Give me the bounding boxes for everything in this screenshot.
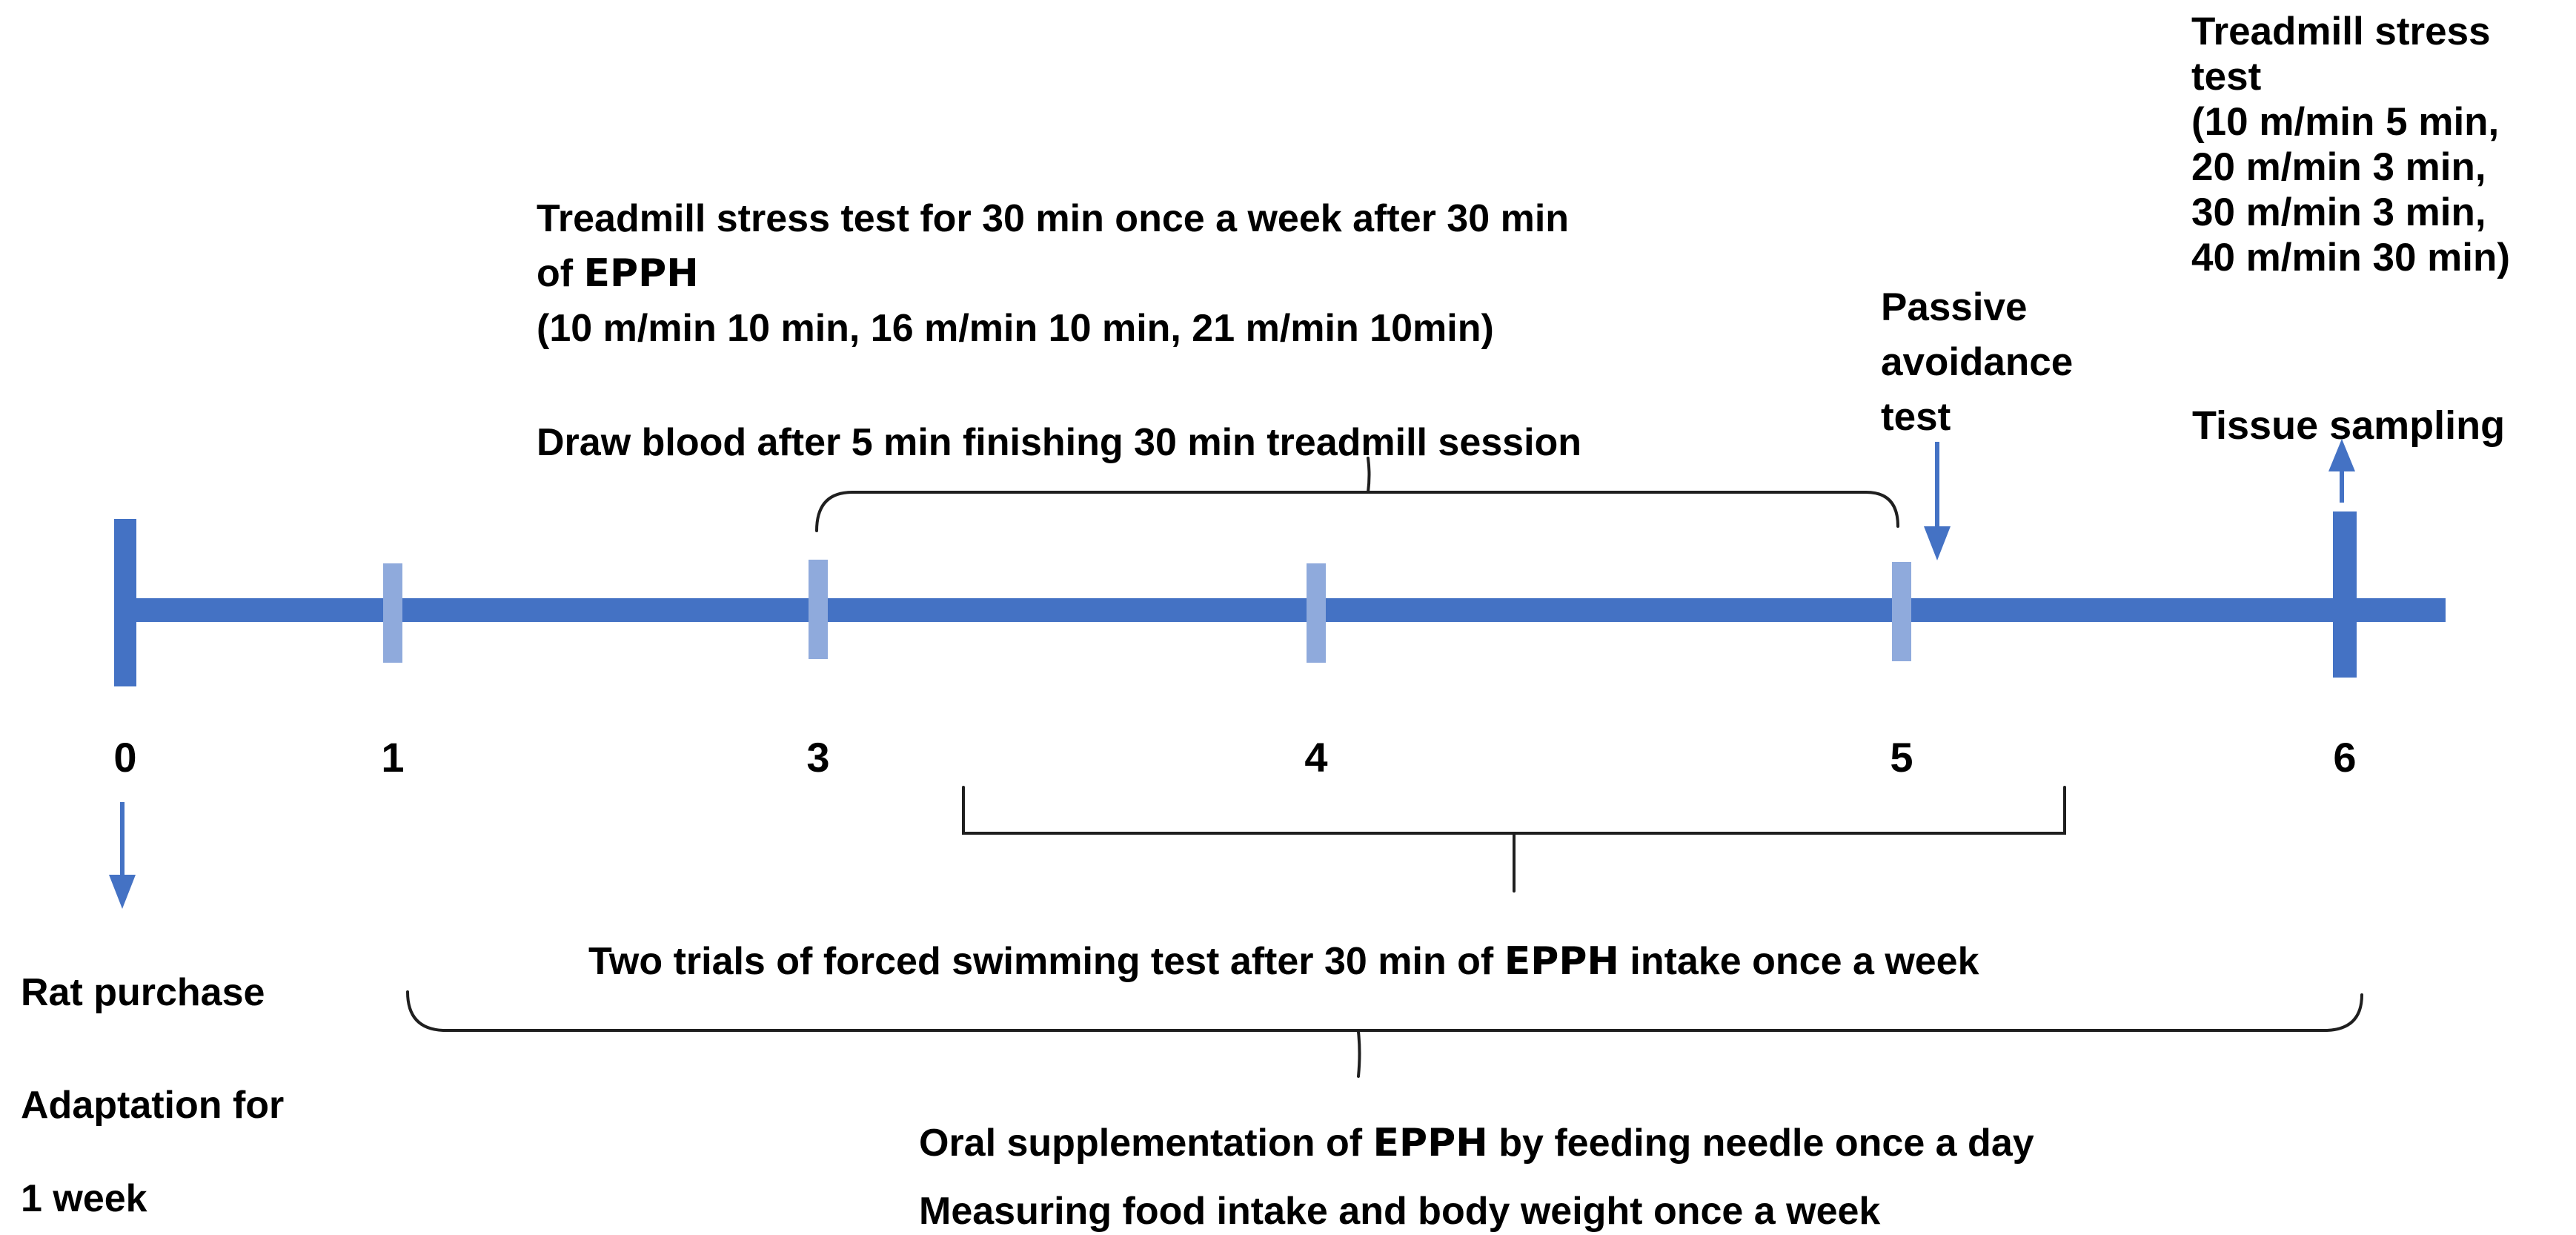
forced-swimming-prefix: Two trials of forced swimming test after… (588, 940, 1504, 983)
treadmill-final-line-3: (10 m/min 5 min, (2191, 100, 2500, 144)
tick-week-1 (383, 563, 402, 663)
forced-swimming-bracket (962, 786, 2066, 893)
tick-week-3 (809, 560, 828, 659)
treadmill-final-line-4: 20 m/min 3 min, (2191, 145, 2486, 189)
oral-supplementation-prefix: Oral supplementation of (919, 1122, 1373, 1165)
draw-blood-note: Draw blood after 5 min finishing 30 min … (537, 421, 1582, 464)
adaptation-line: Adaptation for (21, 1084, 285, 1127)
treadmill-final-line-5: 30 m/min 3 min, (2191, 191, 2486, 234)
oral-supplementation-bracket (406, 990, 2363, 1078)
passive-avoidance-line-2: avoidance (1881, 340, 2074, 384)
passive-avoidance-note: Passive avoidance test (1881, 280, 2073, 445)
treadmill-final-line-1: Treadmill stress (2191, 10, 2491, 53)
treadmill-weekly-line-2: of EPPH (537, 246, 1569, 301)
week-label-4: 4 (1304, 734, 1328, 781)
tick-week-4 (1307, 563, 1326, 663)
tissue-sampling-arrow (2328, 439, 2355, 503)
tick-week-6 (2333, 511, 2357, 678)
timeline-bar (115, 598, 2446, 622)
rat-purchase-arrow (109, 802, 136, 909)
epph-label: EPPH (1372, 1121, 1488, 1165)
forced-swimming-suffix: intake once a week (1619, 940, 1979, 983)
passive-avoidance-arrow (1924, 442, 1951, 560)
one-week-line: 1 week (21, 1177, 147, 1220)
treadmill-weekly-line-3: (10 m/min 10 min, 16 m/min 10 min, 21 m/… (537, 307, 1494, 350)
rat-purchase-line: Rat purchase (21, 971, 265, 1014)
week-label-0: 0 (113, 734, 137, 781)
epph-label: EPPH (1504, 939, 1619, 984)
passive-avoidance-line-3: test (1881, 395, 1951, 439)
week-label-6: 6 (2333, 734, 2357, 781)
oral-supplementation-line-1: Oral supplementation of EPPH by feeding … (919, 1109, 2034, 1177)
oral-supplementation-note: Oral supplementation of EPPH by feeding … (919, 1109, 2034, 1235)
treadmill-weekly-line-2-prefix: of (537, 252, 584, 295)
draw-blood-brace (815, 457, 1899, 532)
week-label-3: 3 (806, 734, 830, 781)
passive-avoidance-line-1: Passive (1881, 285, 2028, 329)
forced-swimming-note: Two trials of forced swimming test after… (588, 934, 1979, 989)
treadmill-weekly-note: Treadmill stress test for 30 min once a … (537, 191, 1569, 356)
treadmill-final-note: Treadmill stress test (10 m/min 5 min, 2… (2191, 9, 2510, 280)
tissue-sampling-note: Tissue sampling (2192, 403, 2506, 448)
treadmill-final-line-6: 40 m/min 30 min) (2191, 236, 2511, 279)
treadmill-final-line-2: test (2191, 55, 2262, 99)
oral-supplementation-suffix: by feeding needle once a day (1487, 1122, 2034, 1165)
week-label-1: 1 (381, 734, 405, 781)
treadmill-weekly-line-1: Treadmill stress test for 30 min once a … (537, 197, 1570, 240)
epph-label: EPPH (583, 251, 699, 296)
week-label-5: 5 (1890, 734, 1913, 781)
tick-week-0 (114, 519, 136, 686)
measuring-line: Measuring food intake and body weight on… (919, 1190, 1881, 1233)
tick-week-5 (1892, 562, 1911, 661)
